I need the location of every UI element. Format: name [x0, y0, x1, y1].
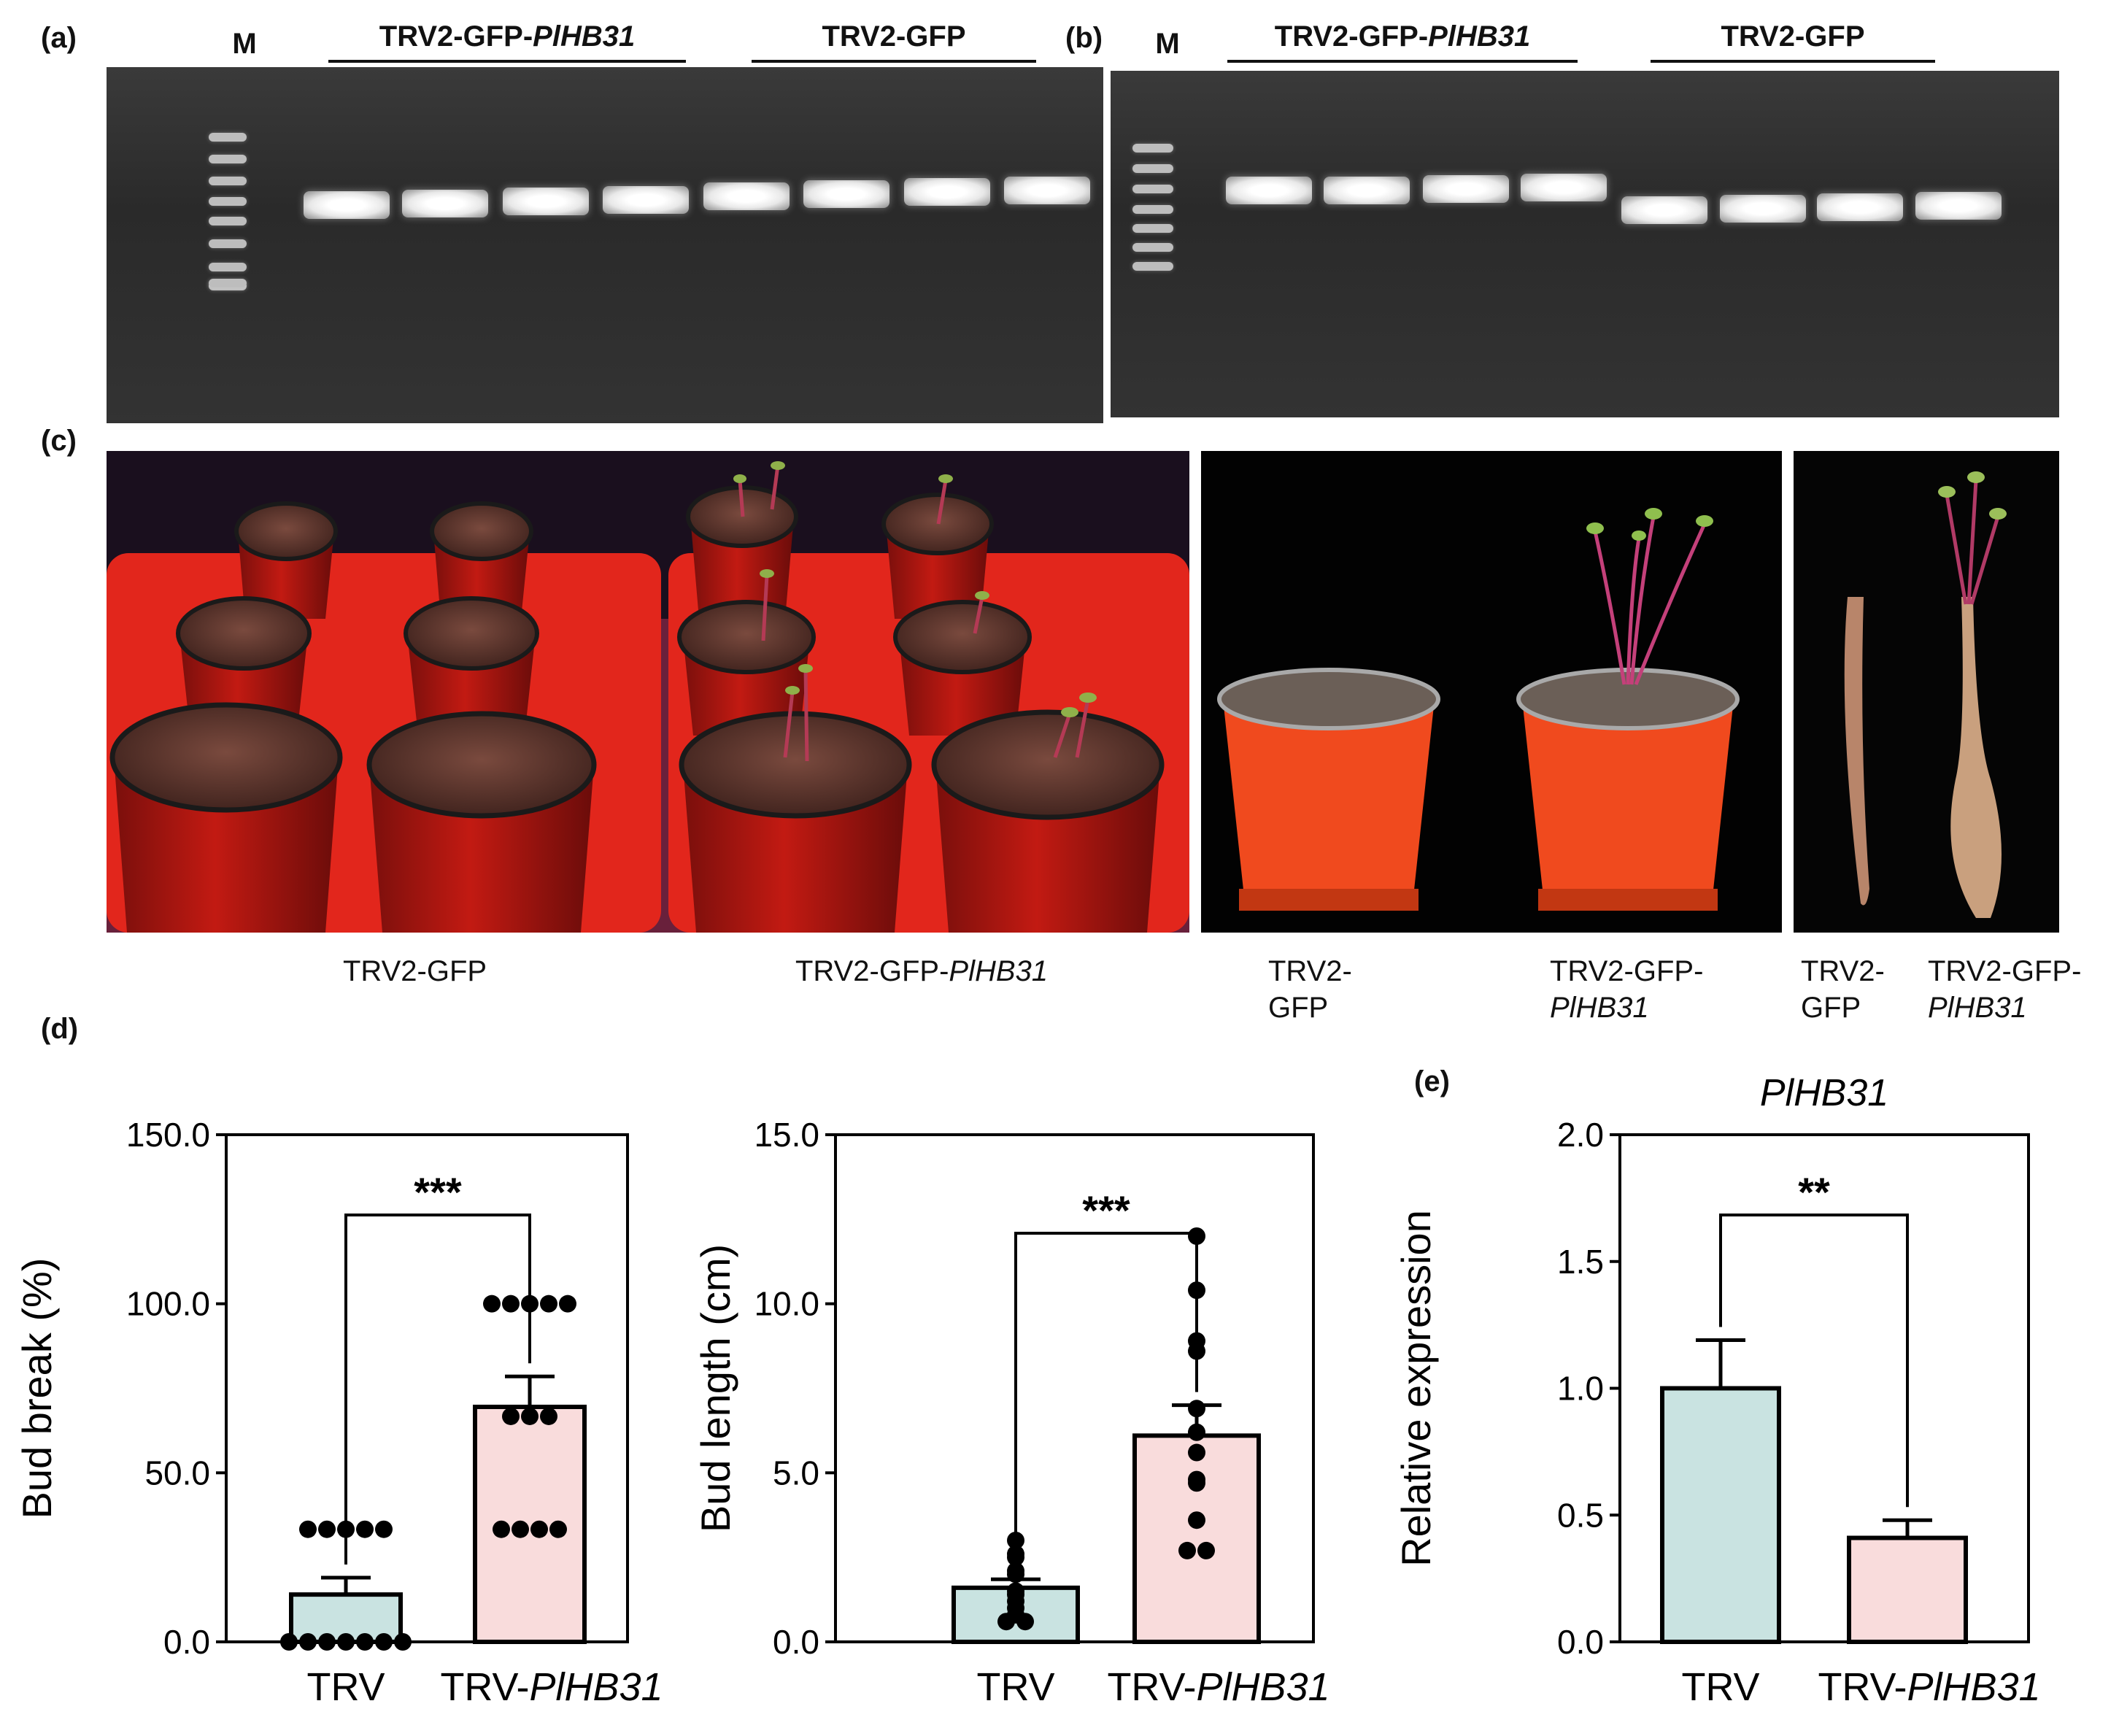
chart2-significance-stars: *** [1082, 1187, 1130, 1233]
chart2-datapoint-2 [1188, 1443, 1205, 1462]
chart2-datapoint-1 [1016, 1613, 1034, 1631]
chart1-datapoint-2 [530, 1520, 548, 1538]
chart1-bar-2 [473, 1404, 587, 1644]
panel-b-group1-label: TRV2-GFP-PlHB31 [1274, 20, 1531, 53]
chart1-datapoint-1 [356, 1520, 374, 1538]
chart2-xtick-label-1: TRV [976, 1665, 1054, 1709]
panel-b-group2-line [1651, 60, 1935, 63]
panel-b-group2-label: TRV2-GFP [1721, 20, 1865, 53]
chart-relative-expression: 0.0 0.5 1.0 1.5 2.0 Relative expression PlHB31… [1393, 1072, 2041, 1709]
panel-a-label: (a) [41, 22, 77, 54]
panel-b-label: (b) [1065, 22, 1103, 54]
gel-image-b [1111, 71, 2059, 417]
gel-image-a [107, 67, 1103, 423]
chart2-significance-bracket [1014, 1232, 1198, 1567]
chart1-significance-stars: *** [414, 1169, 462, 1215]
plant-photo-trays [107, 451, 1189, 933]
chart3-xtick-label-1: TRV [1681, 1665, 1759, 1709]
caption-trv2-gfp-plhb31-trays: TRV2-GFP-PlHB31 [795, 955, 1049, 987]
chart2-xtick-label-2: TRV-PlHB31 [1107, 1665, 1329, 1709]
chart1-datapoint-2 [502, 1295, 520, 1313]
chart1-ytick-label: 100.0 [126, 1285, 210, 1323]
chart1-datapoint-1 [280, 1633, 298, 1651]
plant-photo-roots [1794, 451, 2059, 933]
panel-a-group1-line [328, 60, 686, 63]
chart2-datapoint-2 [1188, 1423, 1205, 1441]
chart2-datapoint-2 [1188, 1474, 1205, 1492]
chart1-xtick-label-1: TRV [306, 1665, 385, 1709]
panel-e-label: (e) [1414, 1065, 1450, 1097]
panel-a-group2-label: TRV2-GFP [822, 20, 966, 53]
chart3-ytick-label: 2.0 [1557, 1116, 1604, 1154]
chart3-ytick-label: 0.5 [1557, 1496, 1604, 1534]
panel-c-label: (c) [41, 425, 77, 457]
chart1-datapoint-1 [299, 1633, 317, 1651]
chart1-datapoint-2 [502, 1407, 520, 1425]
caption-pot-trv2-gfp: TRV2- GFP [1268, 955, 1352, 1024]
chart1-xtick-label-2: TRV-PlHB31 [440, 1665, 663, 1709]
chart2-datapoint-1 [1007, 1565, 1024, 1583]
chart1-datapoint-1 [394, 1633, 412, 1651]
chart2-datapoint-2 [1197, 1541, 1215, 1559]
chart3-ytick-label: 1.0 [1557, 1370, 1604, 1408]
caption-pot-trv2-gfp-plhb31: TRV2-GFP- PlHB31 [1550, 955, 1704, 1024]
chart3-significance-bracket [1719, 1214, 1909, 1508]
chart1-datapoint-2 [483, 1295, 501, 1313]
chart1-datapoint-1 [318, 1633, 336, 1651]
chart1-datapoint-2 [559, 1295, 576, 1313]
chart1-datapoint-2 [512, 1520, 529, 1538]
panel-a-group1-label: TRV2-GFP-PlHB31 [379, 20, 636, 53]
chart3-title: PlHB31 [1760, 1072, 1888, 1114]
chart3-significance-stars: ** [1798, 1169, 1830, 1215]
chart3-ytick-label: 0.0 [1557, 1623, 1604, 1661]
chart3-bar-2 [1847, 1535, 1968, 1645]
panel-a-group2-line [752, 60, 1036, 63]
panel-b-group1-line [1227, 60, 1578, 63]
chart1-datapoint-1 [375, 1633, 393, 1651]
chart1-datapoint-1 [356, 1633, 374, 1651]
chart1-datapoint-2 [540, 1407, 557, 1425]
chart2-datapoint-1 [997, 1613, 1015, 1631]
chart2-ytick-label: 5.0 [773, 1454, 819, 1492]
chart1-ytick-label: 50.0 [144, 1454, 210, 1492]
chart2-ytick-label: 15.0 [754, 1116, 819, 1154]
chart3-bar-1 [1660, 1386, 1781, 1644]
chart3-ylabel: Relative expression [1393, 1210, 1439, 1567]
chart2-datapoint-2 [1178, 1541, 1196, 1559]
chart2-ytick-label: 0.0 [773, 1623, 819, 1661]
caption-root-trv2-gfp: TRV2- GFP [1801, 955, 1885, 1024]
chart2-datapoint-2 [1188, 1511, 1205, 1529]
chart2-datapoint-2 [1188, 1400, 1205, 1418]
chart1-ytick-label: 0.0 [163, 1623, 210, 1661]
chart2-bar-2 [1132, 1433, 1261, 1644]
chart1-significance-bracket [344, 1214, 531, 1565]
chart-bud-length: 0.0 5.0 10.0 15.0 Bud length (cm) *** TRV TRV-P… [692, 1116, 1330, 1709]
chart1-ylabel: Bud break (%) [14, 1258, 60, 1519]
chart3-ytick-label: 1.5 [1557, 1243, 1604, 1281]
chart2-ylabel: Bud length (cm) [692, 1244, 738, 1532]
chart1-datapoint-1 [318, 1520, 336, 1538]
caption-root-trv2-gfp-plhb31: TRV2-GFP- PlHB31 [1928, 955, 2082, 1024]
chart1-datapoint-1 [299, 1520, 317, 1538]
chart1-datapoint-2 [493, 1520, 510, 1538]
chart1-ytick-label: 150.0 [126, 1116, 210, 1154]
chart1-datapoint-2 [521, 1407, 539, 1425]
chart3-xtick-label-2: TRV-PlHB31 [1818, 1665, 2040, 1709]
chart2-ytick-label: 10.0 [754, 1285, 819, 1323]
chart-bud-break: 0.0 50.0 100.0 150.0 Bud break (%) *** TRV TRV-… [14, 1116, 663, 1709]
chart1-datapoint-2 [540, 1295, 557, 1313]
chart1-datapoint-1 [375, 1520, 393, 1538]
caption-trv2-gfp-trays: TRV2-GFP [343, 955, 487, 987]
panel-b-marker-label: M [1155, 28, 1180, 60]
panel-d-label: (d) [41, 1013, 79, 1045]
chart1-axes-frame [225, 1133, 629, 1643]
chart1-datapoint-1 [337, 1633, 355, 1651]
plant-photo-two-pots [1201, 451, 1782, 933]
panel-a-marker-label: M [232, 28, 257, 60]
chart1-datapoint-2 [549, 1520, 567, 1538]
